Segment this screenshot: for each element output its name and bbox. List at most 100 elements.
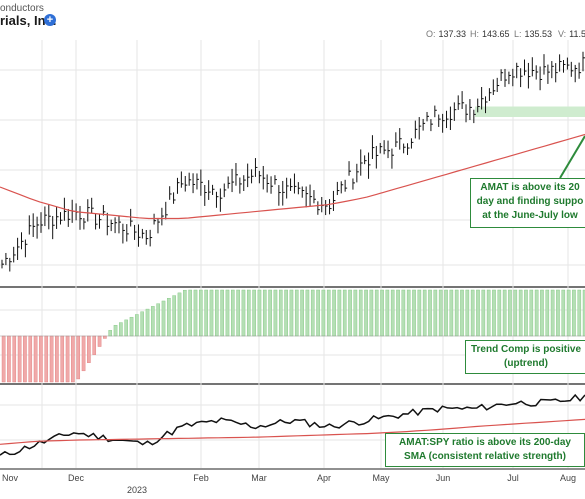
company-name: rials, Inc. — [0, 13, 57, 28]
trend-bar — [44, 335, 49, 383]
trend-bar — [236, 289, 240, 337]
trend-bar — [572, 289, 576, 337]
volume-value: V: 11.5 — [558, 29, 585, 39]
trend-bar — [268, 289, 272, 337]
trend-bar — [497, 289, 502, 337]
trend-bar — [294, 289, 299, 337]
trend-bar — [113, 325, 118, 337]
trend-bar — [518, 289, 523, 337]
price-annotation-line-2: day and finding suppo — [476, 196, 584, 207]
trend-bar — [449, 289, 454, 337]
trend-bar — [476, 289, 480, 337]
trend-bar — [284, 289, 288, 337]
high-value: H: 143.65 — [470, 29, 510, 39]
trend-bar — [71, 335, 75, 383]
trend-bar — [145, 308, 150, 337]
trend-bar — [246, 289, 251, 337]
trend-bar — [209, 289, 214, 337]
trend-bar — [28, 335, 33, 383]
trend-bar — [252, 289, 256, 337]
ratio-sma-line — [0, 418, 585, 445]
price-annotation-line-3: at the June-July low — [482, 210, 578, 221]
trend-bar — [39, 335, 43, 383]
trend-bar — [225, 289, 230, 337]
trend-bar — [513, 289, 518, 337]
trend-bar — [119, 322, 123, 337]
trend-bar — [577, 289, 582, 337]
trend-bar — [151, 306, 155, 337]
trend-bar — [172, 295, 176, 337]
trend-bar — [124, 319, 128, 337]
trend-bar — [364, 289, 368, 337]
trend-bar — [385, 289, 390, 337]
trend-bar — [428, 289, 432, 337]
x-axis-label: 2023 — [127, 485, 147, 495]
trend-bar — [342, 289, 347, 337]
trend-bar — [241, 289, 246, 337]
trend-bar — [470, 289, 475, 337]
annotation-arrow — [559, 135, 585, 179]
trend-bar — [353, 289, 358, 337]
trend-bar — [108, 330, 113, 337]
trend-bar — [326, 289, 331, 337]
trend-bar — [199, 289, 203, 337]
trend-bar — [561, 289, 566, 337]
trend-bar — [300, 289, 304, 337]
trend-bar — [316, 289, 320, 337]
trend-annotation-line-1: Trend Comp is positive — [470, 344, 582, 355]
trend-bar — [135, 314, 139, 337]
open-value: O: 137.33 — [426, 29, 467, 39]
trend-bar — [417, 289, 422, 337]
trend-bar — [7, 335, 11, 383]
trend-annotation: Trend Comp is positive (uptrend) — [465, 340, 585, 374]
trend-bar — [460, 289, 464, 337]
trend-bar — [92, 335, 97, 355]
trend-bar — [524, 289, 528, 337]
trend-bar — [550, 289, 555, 337]
trend-bar — [60, 335, 65, 383]
trend-bar — [12, 335, 17, 383]
trend-bar — [348, 289, 352, 337]
x-axis-label: May — [372, 473, 390, 483]
trend-bar — [103, 335, 107, 339]
x-axis-label: Aug — [560, 473, 576, 483]
trend-bar — [1, 335, 6, 383]
chart-header: onductors rials, Inc. + O: 137.33 H: 143.6… — [0, 0, 585, 40]
trend-bar — [465, 289, 470, 337]
trend-bar — [433, 289, 438, 337]
trend-bar — [358, 289, 363, 337]
trend-bar — [23, 335, 27, 383]
trend-bar — [321, 289, 326, 337]
trend-bar — [412, 289, 416, 337]
trend-bar — [492, 289, 496, 337]
trend-bar — [486, 289, 491, 337]
trend-bar — [273, 289, 278, 337]
trend-bar — [502, 289, 507, 337]
sma-line — [0, 133, 585, 220]
trend-bar — [177, 292, 182, 337]
trend-bar — [87, 335, 91, 363]
trend-bar — [390, 289, 395, 337]
trend-bar — [17, 335, 22, 383]
trend-bar — [369, 289, 374, 337]
x-axis-label: Mar — [251, 473, 267, 483]
trend-bar — [262, 289, 267, 337]
trend-bar — [220, 289, 224, 337]
trend-bar — [422, 289, 427, 337]
trend-bar — [310, 289, 315, 337]
trend-bar — [183, 289, 187, 337]
trend-bar — [529, 289, 534, 337]
x-axis-label: Dec — [68, 473, 85, 483]
trend-bar — [454, 289, 459, 337]
ratio-line — [0, 393, 585, 456]
x-axis-label: Feb — [193, 473, 209, 483]
trend-bar — [193, 289, 198, 337]
trend-bar — [566, 289, 571, 337]
trend-bar — [156, 303, 160, 337]
trend-bar — [534, 289, 539, 337]
trend-bar — [188, 289, 192, 337]
trend-bar — [305, 289, 310, 337]
add-icon[interactable]: + — [44, 14, 56, 26]
trend-bar — [540, 289, 544, 337]
